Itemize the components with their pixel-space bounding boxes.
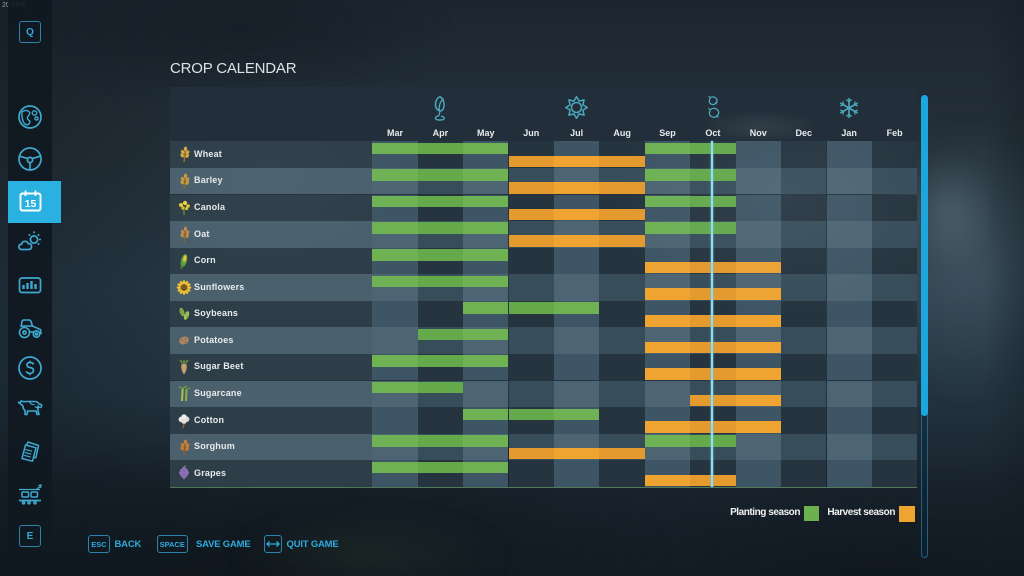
svg-text:15: 15: [25, 198, 37, 210]
